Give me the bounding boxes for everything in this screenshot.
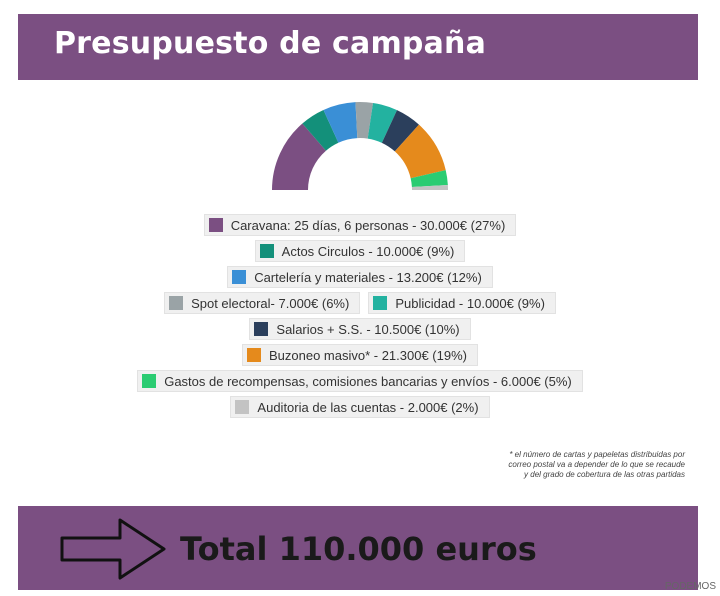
page-title: Presupuesto de campaña — [54, 26, 487, 61]
legend-swatch — [373, 296, 388, 310]
legend-swatch — [169, 296, 184, 310]
legend-row: Caravana: 25 días, 6 personas - 30.000€ … — [0, 214, 720, 236]
legend-item-actos-circulos: Actos Circulos - 10.000€ (9%) — [254, 240, 466, 262]
footnote-line: y del grado de cobertura de las otras pa… — [524, 470, 685, 479]
legend-swatch — [208, 218, 223, 232]
legend-label: Gastos de recompensas, comisiones bancar… — [164, 373, 572, 389]
legend-row: Spot electoral- 7.000€ (6%) Publicidad -… — [0, 292, 720, 314]
legend-swatch — [259, 244, 274, 258]
pie-slice — [355, 102, 374, 139]
legend-swatch — [246, 348, 261, 362]
legend-label: Spot electoral- 7.000€ (6%) — [191, 295, 350, 311]
legend-row: Actos Circulos - 10.000€ (9%) — [0, 240, 720, 262]
legend-item-gastos-recompensas: Gastos de recompensas, comisiones bancar… — [137, 370, 583, 392]
legend-swatch — [235, 400, 250, 414]
legend-label: Salarios + S.S. - 10.500€ (10%) — [276, 321, 460, 337]
pie-slice — [367, 102, 398, 143]
footnote-line: * el número de cartas y papeletas distri… — [509, 450, 685, 459]
legend-item-carteleria: Cartelería y materiales - 13.200€ (12%) — [227, 266, 493, 288]
legend-row: Salarios + S.S. - 10.500€ (10%) — [0, 318, 720, 340]
legend-label: Buzoneo masivo* - 21.300€ (19%) — [268, 347, 467, 363]
legend-item-salarios: Salarios + S.S. - 10.500€ (10%) — [249, 318, 471, 340]
legend-swatch — [232, 270, 247, 284]
legend-row: Buzoneo masivo* - 21.300€ (19%) — [0, 344, 720, 366]
legend-item-publicidad: Publicidad - 10.000€ (9%) — [368, 292, 556, 314]
pie-slice — [410, 170, 448, 188]
arrow-right-icon — [60, 518, 166, 580]
legend-item-spot-electoral: Spot electoral- 7.000€ (6%) — [164, 292, 361, 314]
pie-slice — [302, 109, 339, 151]
legend-item-caravana: Caravana: 25 días, 6 personas - 30.000€ … — [203, 214, 517, 236]
legend-label: Actos Circulos - 10.000€ (9%) — [281, 243, 455, 259]
legend-row: Auditoria de las cuentas - 2.000€ (2%) — [0, 396, 720, 418]
legend-item-auditoria: Auditoria de las cuentas - 2.000€ (2%) — [230, 396, 490, 418]
pie-slice — [411, 184, 448, 190]
legend-label: Cartelería y materiales - 13.200€ (12%) — [254, 269, 482, 285]
chart-legend: Caravana: 25 días, 6 personas - 30.000€ … — [0, 214, 720, 422]
pie-slice — [381, 110, 419, 152]
legend-row: Gastos de recompensas, comisiones bancar… — [0, 370, 720, 392]
legend-label: Caravana: 25 días, 6 personas - 30.000€ … — [230, 217, 506, 233]
header-banner: Presupuesto de campaña — [18, 14, 698, 80]
legend-label: Auditoria de las cuentas - 2.000€ (2%) — [257, 399, 479, 415]
pie-slice — [272, 123, 326, 190]
legend-row: Cartelería y materiales - 13.200€ (12%) — [0, 266, 720, 288]
pie-slice — [323, 102, 358, 143]
legend-swatch — [254, 322, 269, 336]
footnote-line: correo postal va a depender de lo que se… — [508, 460, 685, 469]
pie-slice — [394, 124, 446, 179]
legend-item-buzoneo: Buzoneo masivo* - 21.300€ (19%) — [241, 344, 478, 366]
half-donut-chart — [272, 102, 448, 190]
watermark: PODEMOS — [664, 581, 716, 592]
legend-swatch — [142, 374, 157, 388]
footer-banner: Total 110.000 euros — [18, 506, 698, 590]
total-amount: Total 110.000 euros — [180, 530, 537, 568]
footnote: * el número de cartas y papeletas distri… — [400, 450, 685, 480]
legend-label: Publicidad - 10.000€ (9%) — [395, 295, 545, 311]
